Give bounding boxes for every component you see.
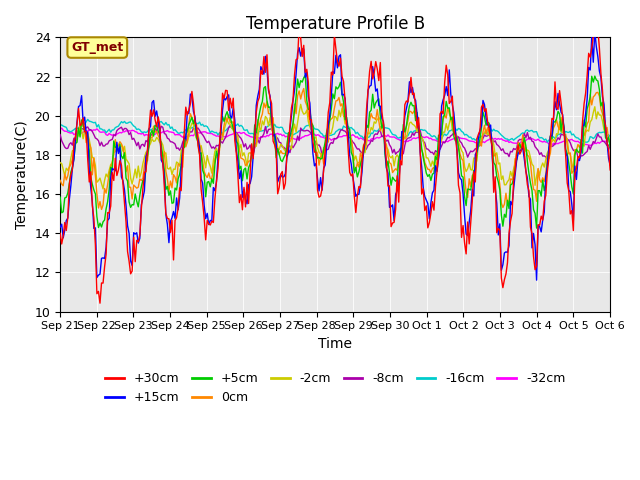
+30cm	[579, 118, 586, 124]
+5cm	[248, 152, 255, 158]
0cm	[222, 114, 230, 120]
-8cm	[222, 134, 230, 140]
-8cm	[154, 122, 162, 128]
+15cm	[124, 223, 131, 229]
0cm	[250, 151, 257, 157]
0cm	[606, 141, 614, 146]
Line: -2cm: -2cm	[60, 104, 610, 189]
-8cm	[56, 132, 64, 137]
+30cm	[250, 156, 257, 161]
+5cm	[124, 178, 131, 184]
-16cm	[298, 127, 306, 132]
-8cm	[606, 146, 614, 152]
0cm	[298, 90, 306, 96]
+15cm	[577, 150, 585, 156]
Line: -16cm: -16cm	[60, 120, 610, 142]
+15cm	[220, 95, 228, 100]
-32cm	[58, 125, 65, 131]
-2cm	[56, 160, 64, 166]
-32cm	[56, 126, 64, 132]
+30cm	[56, 230, 64, 236]
+5cm	[297, 78, 305, 84]
+30cm	[295, 24, 303, 29]
-2cm	[240, 150, 248, 156]
+30cm	[240, 184, 248, 190]
-8cm	[250, 150, 257, 156]
-2cm	[99, 186, 107, 192]
Text: GT_met: GT_met	[71, 41, 124, 54]
-32cm	[250, 134, 257, 140]
Line: 0cm: 0cm	[60, 88, 610, 209]
-2cm	[297, 101, 305, 107]
+15cm	[56, 224, 64, 230]
-32cm	[240, 130, 248, 135]
+15cm	[239, 194, 246, 200]
Line: +30cm: +30cm	[60, 26, 610, 303]
-16cm	[583, 139, 591, 145]
0cm	[125, 184, 133, 190]
-32cm	[586, 143, 594, 148]
0cm	[56, 178, 64, 183]
-32cm	[298, 134, 306, 140]
Legend: +30cm, +15cm, +5cm, 0cm, -2cm, -8cm, -16cm, -32cm: +30cm, +15cm, +5cm, 0cm, -2cm, -8cm, -16…	[100, 367, 570, 409]
+5cm	[301, 72, 309, 78]
+15cm	[591, 29, 598, 35]
+5cm	[239, 178, 246, 184]
+30cm	[222, 87, 230, 93]
Line: +5cm: +5cm	[60, 75, 610, 228]
Title: Temperature Profile B: Temperature Profile B	[246, 15, 425, 33]
-2cm	[222, 121, 230, 127]
+5cm	[579, 150, 586, 156]
+30cm	[125, 258, 133, 264]
Y-axis label: Temperature(C): Temperature(C)	[15, 120, 29, 229]
+30cm	[96, 300, 104, 306]
-32cm	[606, 138, 614, 144]
0cm	[579, 132, 586, 138]
-2cm	[579, 142, 586, 147]
+5cm	[606, 144, 614, 150]
+15cm	[248, 174, 255, 180]
+5cm	[220, 119, 228, 124]
Line: -32cm: -32cm	[60, 128, 610, 145]
-2cm	[606, 143, 614, 148]
-16cm	[125, 120, 133, 125]
-8cm	[124, 127, 131, 133]
+15cm	[606, 162, 614, 168]
-8cm	[240, 144, 248, 150]
-16cm	[240, 127, 248, 133]
-16cm	[606, 133, 614, 139]
-16cm	[577, 137, 585, 143]
Line: -8cm: -8cm	[60, 125, 610, 159]
+5cm	[56, 194, 64, 200]
0cm	[300, 85, 308, 91]
+15cm	[532, 277, 540, 283]
-2cm	[125, 161, 133, 167]
Line: +15cm: +15cm	[60, 32, 610, 280]
0cm	[240, 157, 248, 163]
-8cm	[298, 128, 306, 133]
-16cm	[84, 117, 92, 122]
+30cm	[300, 42, 308, 48]
-2cm	[300, 111, 308, 117]
+5cm	[532, 225, 540, 231]
-2cm	[250, 146, 257, 152]
-8cm	[543, 156, 551, 162]
-16cm	[56, 122, 64, 128]
-8cm	[579, 153, 586, 158]
-32cm	[125, 128, 133, 133]
-32cm	[222, 134, 230, 140]
+30cm	[606, 167, 614, 173]
X-axis label: Time: Time	[318, 337, 352, 351]
0cm	[98, 206, 106, 212]
+15cm	[297, 53, 305, 59]
-16cm	[250, 131, 257, 136]
-16cm	[222, 128, 230, 133]
-32cm	[577, 141, 585, 146]
